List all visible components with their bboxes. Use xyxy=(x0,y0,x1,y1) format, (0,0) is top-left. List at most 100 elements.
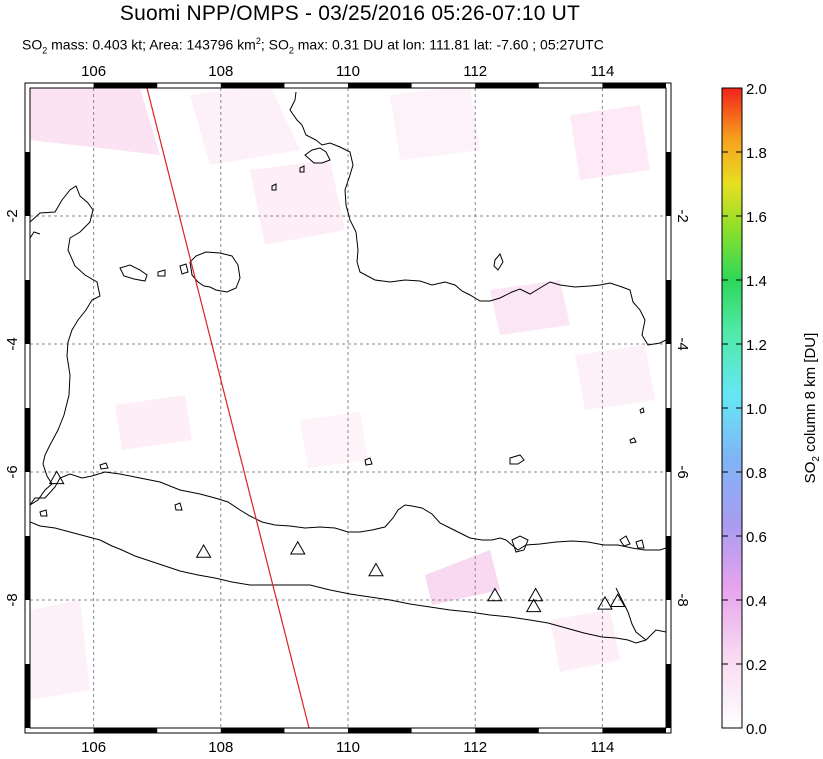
outer-frame xyxy=(24,82,672,734)
lat-tick-label: -6 xyxy=(4,465,21,478)
small-island xyxy=(99,462,109,470)
lon-tick-label: 112 xyxy=(463,63,487,80)
border-bar xyxy=(475,728,539,733)
colorbar-tick-label: 1.6 xyxy=(746,209,767,226)
small-island xyxy=(271,183,277,191)
colorbar-tick-label: 2.0 xyxy=(746,81,767,98)
border-bar xyxy=(666,664,671,728)
volcano-triangle xyxy=(368,562,384,577)
colorbar-tick-label: 0.0 xyxy=(746,721,767,738)
small-island xyxy=(364,457,373,466)
so2-swath xyxy=(30,600,90,700)
small-island xyxy=(639,407,645,414)
colorbar-title: SO2 column 8 km [DU] xyxy=(802,333,822,484)
colorbar-tick-label: 1.8 xyxy=(746,145,767,162)
lat-tick-label: -2 xyxy=(674,209,691,222)
lon-tick-label: 110 xyxy=(336,63,360,80)
lon-tick-label: 114 xyxy=(590,739,614,756)
small-island xyxy=(629,437,637,444)
border-bar xyxy=(93,728,158,733)
border-bar xyxy=(93,83,158,88)
borneo-coast xyxy=(289,91,666,346)
bangka-island xyxy=(119,264,148,282)
border-bar xyxy=(348,83,412,88)
volcano-triangle xyxy=(609,593,626,608)
map-subtitle: SO2 mass: 0.403 kt; Area: 143796 km2; SO… xyxy=(22,36,604,56)
lat-tick-label: -4 xyxy=(674,337,691,350)
small-island xyxy=(174,502,183,511)
so2-swath xyxy=(425,550,500,605)
border-bar xyxy=(666,536,671,600)
border-bar xyxy=(25,536,30,600)
so2-swath xyxy=(250,160,345,245)
java-coast xyxy=(30,471,666,551)
graticule xyxy=(30,88,666,728)
lat-tick-label: -6 xyxy=(674,465,691,478)
small-island xyxy=(635,539,645,549)
small-island xyxy=(157,269,166,277)
lon-tick-label: 106 xyxy=(81,739,106,756)
lon-tick-label: 110 xyxy=(336,739,360,756)
so2-swath xyxy=(570,105,650,180)
lat-tick-label: -8 xyxy=(674,593,691,606)
volcano-triangle xyxy=(487,587,503,602)
map-title: Suomi NPP/OMPS - 03/25/2016 05:26-07:10 … xyxy=(119,2,581,25)
belitung-island xyxy=(189,251,241,293)
so2-swaths xyxy=(30,88,655,700)
so2-swath xyxy=(115,395,192,450)
border-bar xyxy=(348,728,412,733)
madura-island xyxy=(511,535,529,553)
volcano-triangle xyxy=(289,540,306,555)
so2-swath xyxy=(575,345,655,410)
colorbar-tick-label: 0.8 xyxy=(746,465,767,482)
java-coast xyxy=(30,521,666,644)
lon-tick-label: 108 xyxy=(208,63,233,80)
lat-tick-label: -2 xyxy=(4,209,21,222)
small-island xyxy=(299,165,305,173)
sumatra-coast xyxy=(30,231,41,239)
latitude-labels-right: -2 -4 -6 -8 xyxy=(674,209,691,606)
coastlines xyxy=(30,91,666,644)
longitude-labels-bottom: 106 108 110 112 114 xyxy=(81,739,614,756)
border-bar xyxy=(602,83,666,88)
so2-swath xyxy=(550,610,620,672)
lat-tick-label: -4 xyxy=(4,337,21,350)
border-bar xyxy=(220,728,285,733)
java-coast xyxy=(615,587,647,641)
small-island xyxy=(39,509,48,517)
sumatra-coast xyxy=(30,185,101,506)
border-bar xyxy=(25,152,30,216)
colorbar-tick-label: 1.2 xyxy=(746,337,767,354)
colorbar-tick-label: 0.4 xyxy=(746,593,767,610)
longitude-labels-top: 106 108 110 112 114 xyxy=(81,63,614,80)
so2-swath xyxy=(490,280,570,335)
latitude-labels-left: -2 -4 -6 -8 xyxy=(4,209,21,606)
colorbar-ticks: 0.0 0.2 0.4 0.6 0.8 1.0 1.2 1.4 1.6 1.8 2.0 xyxy=(722,81,767,738)
border-bar xyxy=(220,83,285,88)
colorbar-tick-label: 1.4 xyxy=(746,273,767,290)
border-bar xyxy=(602,728,666,733)
volcano-triangle xyxy=(527,587,544,602)
orbit-track-line xyxy=(146,87,310,729)
small-island xyxy=(179,263,189,275)
lon-tick-label: 106 xyxy=(81,63,106,80)
border-bar xyxy=(25,408,30,472)
border-bar xyxy=(25,280,30,344)
volcano-triangle xyxy=(525,598,542,613)
small-island xyxy=(493,253,504,271)
so2-swath xyxy=(30,88,160,155)
so2-swath xyxy=(300,412,368,468)
border-bar xyxy=(666,152,671,216)
so2-swath xyxy=(390,88,480,160)
lon-tick-label: 108 xyxy=(208,739,233,756)
volcano-triangle xyxy=(597,595,613,610)
lon-tick-label: 112 xyxy=(463,739,487,756)
so2-swath xyxy=(190,88,300,165)
border-bar xyxy=(475,83,539,88)
lat-tick-label: -8 xyxy=(4,593,21,606)
volcano-triangle xyxy=(48,470,65,485)
lon-tick-label: 114 xyxy=(590,63,614,80)
colorbar-tick-label: 0.2 xyxy=(746,657,767,674)
small-island xyxy=(509,454,525,465)
